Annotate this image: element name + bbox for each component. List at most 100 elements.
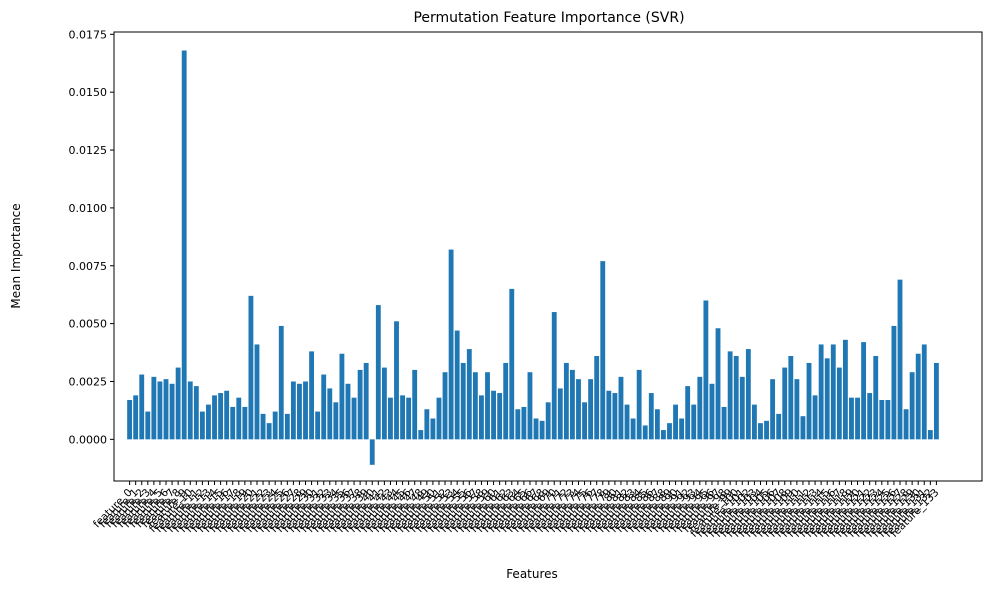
bar-feature_5: [157, 381, 163, 440]
bar-feature_48: [418, 430, 424, 440]
bar-feature_125: [885, 399, 891, 440]
bar-feature_11: [193, 386, 199, 440]
bar-feature_29: [303, 381, 308, 440]
bar-feature_49: [424, 409, 430, 440]
y-tick-label: 0.0125: [69, 144, 108, 157]
bar-feature_100: [733, 356, 739, 440]
bar-feature_79: [606, 390, 612, 440]
bar-feature_40: [369, 439, 375, 465]
bar-feature_0: [127, 399, 133, 440]
bar-feature_121: [861, 342, 867, 440]
bar-feature_44: [394, 321, 399, 440]
bar-feature_45: [400, 395, 405, 440]
bar-feature_93: [691, 404, 697, 440]
y-tick-label: 0.0025: [69, 375, 108, 388]
bar-feature_97: [715, 328, 721, 440]
bar-feature_124: [879, 399, 885, 440]
bar-feature_95: [703, 300, 709, 440]
bar-feature_39: [363, 362, 369, 440]
y-tick-label: 0.0000: [69, 433, 108, 446]
bar-feature_94: [697, 376, 703, 440]
bar-feature_98: [721, 406, 727, 440]
bar-feature_68: [539, 420, 545, 440]
bar-feature_9: [181, 50, 187, 440]
bar-feature_106: [770, 379, 776, 440]
bar-feature_104: [758, 423, 763, 440]
bar-feature_72: [563, 362, 569, 440]
bar-feature_31: [315, 411, 321, 440]
bar-feature_16: [224, 390, 230, 440]
bar-feature_103: [751, 404, 757, 440]
bar-feature_119: [849, 397, 854, 440]
bar-feature_108: [782, 367, 788, 440]
bar-feature_111: [800, 416, 806, 440]
bar-feature_87: [654, 409, 660, 440]
bar-feature_122: [867, 393, 873, 440]
bar-feature_60: [491, 390, 496, 440]
bar-feature_74: [576, 379, 581, 440]
bar-feature_78: [600, 261, 606, 440]
bar-feature_23: [266, 423, 272, 440]
bar-feature_120: [855, 397, 860, 440]
bar-feature_17: [230, 406, 236, 440]
bar-feature_57: [472, 372, 478, 440]
bar-feature_117: [836, 367, 842, 440]
bar-feature_6: [163, 379, 169, 440]
bar-feature_90: [673, 404, 678, 440]
bar-feature_67: [533, 418, 539, 440]
y-tick-label: 0.0075: [69, 260, 108, 273]
y-tick-label: 0.0100: [69, 202, 108, 215]
bar-feature_33: [327, 388, 333, 440]
bar-feature_63: [509, 288, 515, 440]
bar-feature_116: [830, 344, 836, 440]
bar-feature_113: [812, 395, 818, 440]
bar-feature_38: [357, 369, 363, 440]
bar-feature_64: [515, 409, 521, 440]
bar-feature_3: [145, 411, 151, 440]
bar-feature_80: [612, 393, 618, 440]
bar-feature_8: [175, 367, 181, 440]
bar-feature_7: [169, 383, 175, 440]
y-axis-label: Mean Importance: [9, 203, 23, 308]
bar-feature_109: [788, 356, 794, 440]
bar-feature_10: [187, 381, 193, 440]
bar-feature_22: [260, 413, 266, 440]
bar-feature_118: [842, 339, 848, 440]
bar-feature_13: [206, 404, 211, 440]
bar-feature_112: [806, 362, 812, 440]
y-tick-label: 0.0050: [69, 318, 108, 331]
bar-feature_73: [570, 369, 575, 440]
bar-feature_91: [679, 418, 685, 440]
bar-feature_131: [921, 344, 927, 440]
bar-feature_69: [545, 402, 551, 440]
bar-feature_37: [351, 397, 357, 440]
bar-feature_84: [636, 369, 642, 440]
bar-feature_110: [794, 379, 800, 440]
bar-feature_105: [764, 420, 769, 440]
bar-feature_35: [339, 353, 345, 440]
bar-feature_43: [388, 397, 393, 440]
bar-feature_133: [933, 362, 939, 440]
bar-feature_76: [588, 379, 594, 440]
bar-feature_14: [212, 395, 217, 440]
bar-feature_129: [909, 372, 915, 440]
bar-feature_46: [406, 397, 412, 440]
bar-feature_128: [903, 409, 909, 440]
bar-feature_50: [430, 418, 436, 440]
x-axis-ticks: feature_0feature_1feature_2feature_3feat…: [91, 481, 942, 540]
bar-feature_99: [727, 351, 733, 440]
bar-feature_130: [915, 353, 921, 440]
bar-feature_18: [236, 397, 242, 440]
bar-feature_20: [248, 295, 254, 440]
bar-feature_52: [442, 372, 448, 440]
bar-feature_126: [891, 325, 897, 440]
bar-feature_81: [618, 376, 624, 440]
bar-feature_56: [466, 349, 472, 440]
bar-feature_27: [290, 381, 296, 440]
bar-feature_77: [594, 356, 600, 440]
bar-feature_34: [333, 402, 339, 440]
bar-feature_107: [776, 413, 782, 440]
bar-feature_85: [642, 425, 648, 440]
bar-feature_30: [309, 351, 315, 440]
